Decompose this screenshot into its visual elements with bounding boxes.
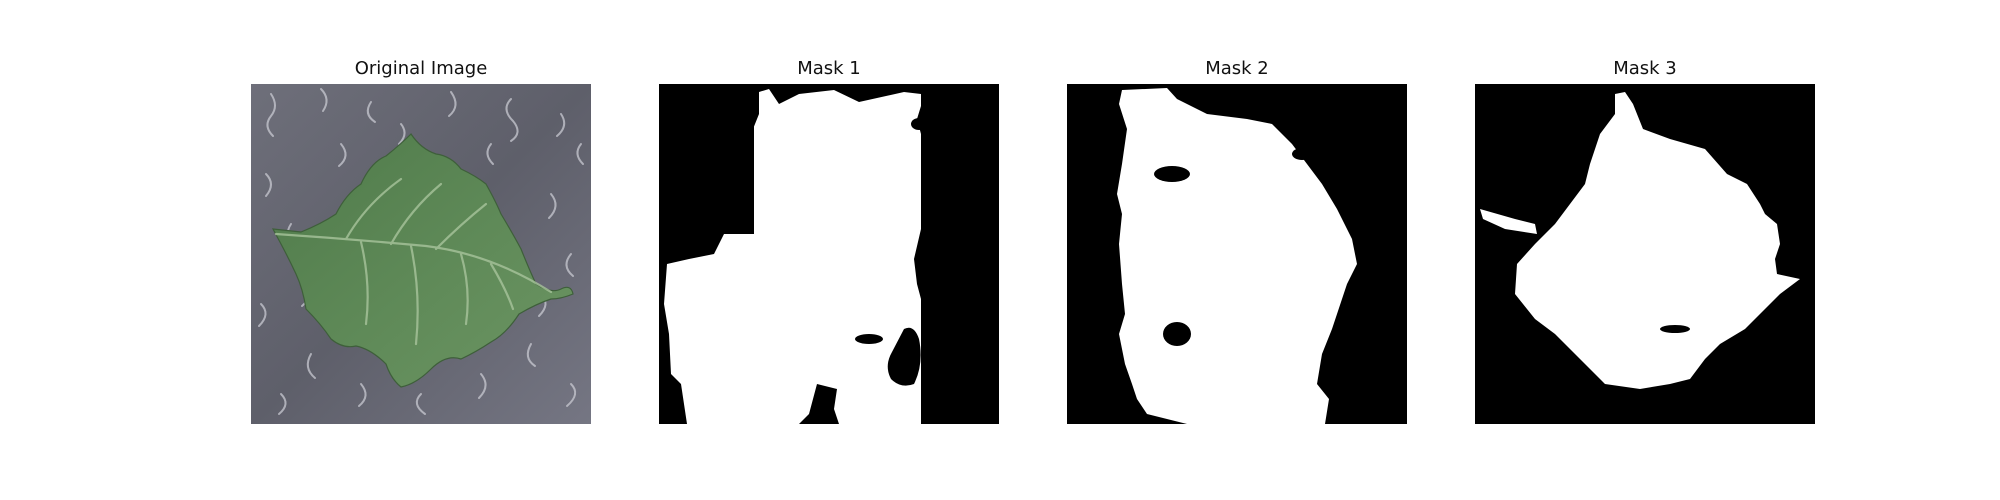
leaf-veins <box>274 177 553 346</box>
mask-hole <box>1163 322 1191 346</box>
mask-region <box>1515 92 1800 389</box>
panel-title-original: Original Image <box>354 58 488 79</box>
panel-title-mask-1: Mask 1 <box>797 58 861 79</box>
original-image <box>251 84 591 424</box>
mask-hole <box>1154 166 1190 182</box>
mask-hole <box>1292 148 1312 160</box>
mask-hole <box>719 84 754 234</box>
mask-2-image <box>1067 84 1407 424</box>
panel-title-mask-3: Mask 3 <box>1613 58 1677 79</box>
mask-hole <box>855 334 883 344</box>
mask-1-image <box>659 84 999 424</box>
mask-hole <box>911 118 927 130</box>
leaf <box>271 133 574 388</box>
panel-title-mask-2: Mask 2 <box>1205 58 1269 79</box>
mask-hole <box>887 327 921 386</box>
mask-region <box>1480 209 1537 234</box>
mask-hole <box>1660 325 1690 333</box>
mask-3-image <box>1475 84 1815 424</box>
